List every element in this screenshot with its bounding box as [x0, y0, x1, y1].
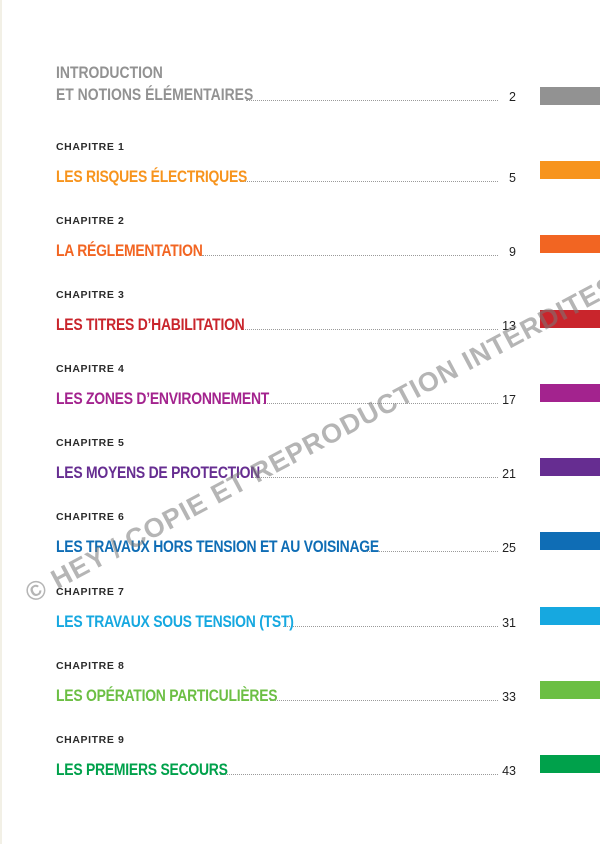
color-tab-chapter-1 [540, 161, 600, 179]
color-tab-chapter-3 [540, 310, 600, 328]
chapter-label: CHAPITRE 9 [56, 734, 125, 746]
chapter-label: CHAPITRE 5 [56, 437, 125, 449]
chapter-label: CHAPITRE 4 [56, 363, 125, 375]
page-number: 2 [509, 90, 516, 104]
toc-entry-chapter-4[interactable]: CHAPITRE 4 LES ZONES D’ENVIRONNEMENT 17 [56, 362, 516, 409]
chapter-label: CHAPITRE 1 [56, 141, 125, 153]
dotted-leader [263, 403, 498, 404]
toc-entry-chapter-7[interactable]: CHAPITRE 7 LES TRAVAUX SOUS TENSION (TST… [56, 585, 516, 632]
color-tab-chapter-9 [540, 755, 600, 773]
chapter-label: CHAPITRE 6 [56, 511, 125, 523]
color-tab-chapter-6 [540, 532, 600, 550]
toc-entry-introduction[interactable]: INTRODUCTION ET NOTIONS ÉLÉMENTAIRES 2 [56, 62, 516, 106]
page-number: 9 [509, 245, 516, 259]
chapter-title: LES TITRES D’HABILITATION [56, 315, 245, 334]
chapter-label: CHAPITRE 2 [56, 215, 125, 227]
toc-entry-chapter-2[interactable]: CHAPITRE 2 LA RÉGLEMENTATION 9 [56, 214, 516, 261]
dotted-leader [240, 181, 498, 182]
page-number: 5 [509, 171, 516, 185]
chapter-title: LES ZONES D’ENVIRONNEMENT [56, 389, 270, 408]
dotted-leader [363, 551, 498, 552]
chapter-label: CHAPITRE 3 [56, 289, 125, 301]
toc-entry-chapter-9[interactable]: CHAPITRE 9 LES PREMIERS SECOURS 43 [56, 733, 516, 780]
chapter-label: CHAPITRE 7 [56, 586, 125, 598]
toc-entry-chapter-5[interactable]: CHAPITRE 5 LES MOYENS DE PROTECTION 21 [56, 436, 516, 483]
chapter-title: LES OPÉRATION PARTICULIÈRES [56, 686, 278, 705]
dotted-leader [283, 626, 498, 627]
chapter-title: LA RÉGLEMENTATION [56, 241, 203, 260]
toc-entry-chapter-6[interactable]: CHAPITRE 6 LES TRAVAUX HORS TENSION ET A… [56, 510, 516, 557]
toc-entry-chapter-3[interactable]: CHAPITRE 3 LES TITRES D’HABILITATION 13 [56, 288, 516, 335]
page-number: 21 [502, 467, 516, 481]
chapter-title: LES TRAVAUX HORS TENSION ET AU VOISINAGE [56, 537, 379, 556]
chapter-title: LES PREMIERS SECOURS [56, 760, 228, 779]
chapter-label: CHAPITRE 8 [56, 660, 125, 672]
intro-title-line2: ET NOTIONS ÉLÉMENTAIRES [56, 85, 254, 104]
color-tab-chapter-5 [540, 458, 600, 476]
toc-entry-chapter-1[interactable]: CHAPITRE 1 LES RISQUES ÉLECTRIQUES 5 [56, 140, 516, 187]
dotted-leader [251, 477, 498, 478]
dotted-leader [220, 774, 498, 775]
color-tab-chapter-4 [540, 384, 600, 402]
dotted-leader [270, 700, 498, 701]
page-number: 25 [502, 541, 516, 555]
page-number: 17 [502, 393, 516, 407]
dotted-leader [241, 329, 498, 330]
page-number: 31 [502, 616, 516, 630]
dotted-leader [202, 255, 498, 256]
chapter-title: LES RISQUES ÉLECTRIQUES [56, 167, 248, 186]
page-number: 43 [502, 764, 516, 778]
intro-title-line1: INTRODUCTION [56, 63, 163, 82]
page-number: 13 [502, 319, 516, 333]
color-tab-chapter-2 [540, 235, 600, 253]
toc-entry-chapter-8[interactable]: CHAPITRE 8 LES OPÉRATION PARTICULIÈRES 3… [56, 659, 516, 706]
color-tab-introduction [540, 87, 600, 105]
chapter-title: LES MOYENS DE PROTECTION [56, 463, 261, 482]
dotted-leader [246, 100, 498, 101]
color-tab-chapter-7 [540, 607, 600, 625]
color-tab-chapter-8 [540, 681, 600, 699]
chapter-title: LES TRAVAUX SOUS TENSION (TST) [56, 612, 294, 631]
page-edge [0, 0, 2, 844]
page-number: 33 [502, 690, 516, 704]
